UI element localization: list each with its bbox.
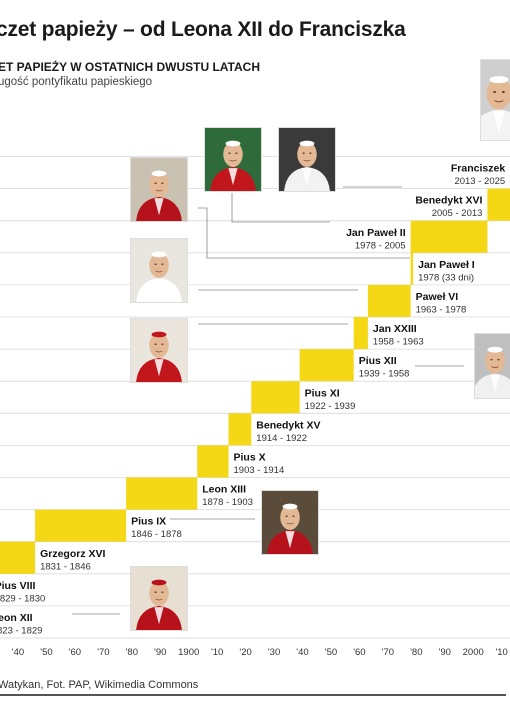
pope-name-leon-xii: Leon XII (0, 612, 33, 624)
portrait-benedykt-xvi (278, 127, 336, 192)
pope-name-grzegorz-xvi: Grzegorz XVI (40, 548, 105, 560)
pope-years-jan-xxiii: 1958 - 1963 (373, 337, 424, 348)
source-footer: Watykan, Fot. PAP, Wikimedia Commons (0, 679, 199, 691)
x-tick-label: '70 (97, 647, 109, 658)
x-tick-label: '50 (40, 647, 52, 658)
bar-benedykt-xv (228, 413, 252, 446)
portrait-pius-ix (261, 490, 319, 555)
x-tick-label: 2000 (463, 647, 484, 658)
connector-jan-pawel-i (198, 207, 410, 259)
bar-jan-xxiii (353, 317, 368, 350)
pope-years-jan-pawel-i: 1978 (33 dni) (418, 272, 474, 283)
pope-name-pawel-vi: Paweł VI (416, 291, 459, 303)
bar-pius-x (197, 445, 229, 478)
x-axis-ticks: '40 '50 '60 '70 '80 '90 1900 '10 '20 '30 '40 '50 '60… (12, 647, 508, 658)
pope-name-benedykt-xv: Benedykt XV (256, 419, 320, 431)
bar-pius-ix (35, 509, 127, 542)
bottom-rule (0, 694, 506, 696)
bar-grzegorz-xvi (0, 541, 36, 574)
portrait-franciszek (480, 59, 510, 141)
pope-name-jan-xxiii: Jan XXIII (373, 323, 417, 335)
x-tick-label: '10 (495, 647, 507, 658)
bar-pius-xi (251, 381, 300, 414)
pope-labels: Leon XII 1823 - 1829 Pius VIII1829 - 1830 G… (0, 163, 505, 637)
pope-name-pius-viii: Pius VIII (0, 580, 35, 592)
pope-name-pius-xii: Pius XII (359, 355, 397, 367)
pope-years-leon-xiii: 1878 - 1903 (202, 497, 253, 508)
pope-name-pius-x: Pius X (234, 451, 266, 463)
portrait-pawel-vi (130, 238, 188, 303)
pontificate-bars (0, 188, 510, 574)
x-tick-label: '80 (126, 647, 138, 658)
pope-years-pawel-vi: 1963 - 1978 (416, 305, 467, 316)
pope-years-pius-xi: 1922 - 1939 (305, 401, 356, 412)
x-tick-label: '70 (382, 647, 394, 658)
pope-name-benedykt-xvi: Benedykt XVI (415, 195, 482, 207)
x-tick-label: '40 (12, 647, 24, 658)
x-tick-label: '80 (410, 647, 422, 658)
pope-years-benedykt-xv: 1914 - 1922 (256, 433, 307, 444)
pope-years-leon-xii: 1823 - 1829 (0, 626, 42, 637)
x-tick-label: '30 (268, 647, 280, 658)
pope-years-pius-xii: 1939 - 1958 (359, 369, 410, 380)
pope-name-pius-ix: Pius IX (131, 516, 166, 528)
x-tick-label: '10 (211, 647, 223, 658)
x-tick-label: '60 (69, 647, 81, 658)
pope-name-leon-xiii: Leon XIII (202, 484, 246, 496)
pope-years-pius-x: 1903 - 1914 (234, 465, 285, 476)
portrait-connectors (72, 186, 464, 615)
x-tick-label: '40 (296, 647, 308, 658)
portrait-jan-xxiii (130, 318, 188, 383)
x-tick-label: '20 (239, 647, 251, 658)
bar-pius-xii (299, 349, 354, 382)
x-tick-label: 1900 (178, 647, 199, 658)
bar-leon-xiii (126, 477, 198, 510)
portrait-leon-xii (130, 566, 188, 631)
pope-name-franciszek: Franciszek (451, 163, 505, 175)
x-tick-label: '90 (439, 647, 451, 658)
x-tick-label: '50 (325, 647, 337, 658)
pope-years-pius-ix: 1846 - 1878 (131, 529, 182, 540)
chart-title: czet papieży – od Leona XII do Franciszk… (0, 18, 406, 41)
pope-years-benedykt-xvi: 2005 - 2013 (432, 208, 483, 219)
bar-jan-pawel-ii (410, 220, 488, 253)
pope-name-jan-pawel-ii: Jan Paweł II (346, 227, 406, 239)
bar-jan-pawel-i (410, 252, 414, 285)
pope-years-franciszek: 2013 - 2025 (454, 176, 505, 187)
pope-years-pius-viii: 1829 - 1830 (0, 593, 45, 604)
bar-benedykt-xvi (487, 188, 510, 221)
chart-description: ugość pontyfikatu papieskiego (0, 76, 153, 88)
pope-years-grzegorz-xvi: 1831 - 1846 (40, 561, 91, 572)
x-tick-label: '60 (353, 647, 365, 658)
chart-subtitle: ET PAPIEŻY W OSTATNICH DWUSTU LATACH (0, 60, 260, 74)
portrait-pius-xii (474, 333, 510, 399)
x-tick-label: '90 (154, 647, 166, 658)
pope-name-jan-pawel-i: Jan Paweł I (418, 259, 475, 271)
portrait-jan-pawel-i (130, 157, 188, 222)
pope-name-pius-xi: Pius XI (305, 387, 340, 399)
bar-pawel-vi (367, 284, 411, 317)
portrait-jan-pawel-ii (204, 127, 262, 192)
connector-jan-pawel-ii (231, 193, 330, 223)
pope-years-jan-pawel-ii: 1978 - 2005 (355, 240, 406, 251)
